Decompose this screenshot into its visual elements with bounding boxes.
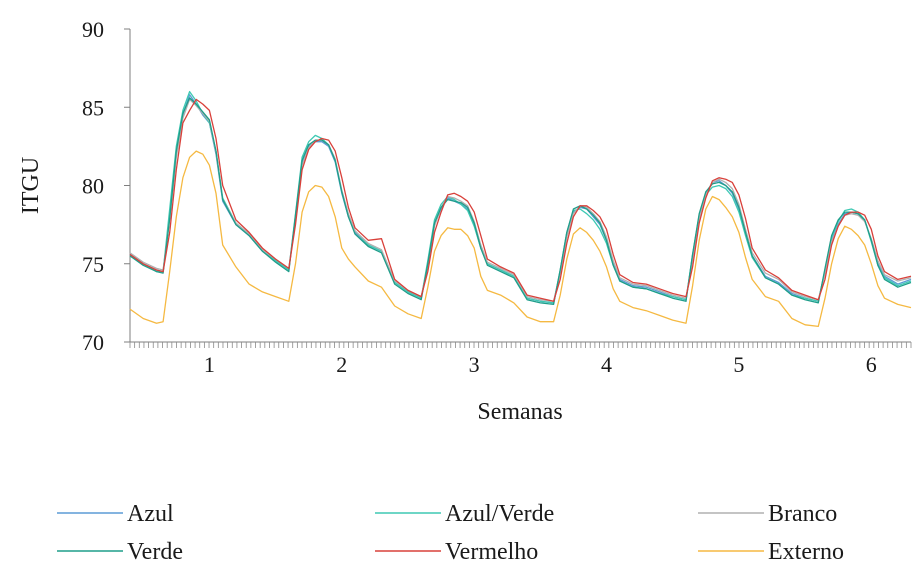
y-tick-label: 70 [82, 330, 104, 355]
x-tick-label: 2 [336, 352, 347, 377]
y-axis-title: ITGU [18, 157, 44, 214]
legend-label-azul: Azul [127, 501, 174, 527]
series-line-verde [129, 97, 912, 306]
series-line-azul-verde [129, 90, 912, 304]
x-axis-title: Semanas [477, 399, 562, 425]
axes-layer [124, 28, 912, 348]
x-tick-label: 1 [204, 352, 215, 377]
legend-label-verde: Verde [127, 539, 183, 565]
y-tick-label: 80 [82, 174, 104, 199]
series-layer [129, 90, 912, 328]
x-tick-label: 5 [733, 352, 744, 377]
series-line-externo [129, 150, 912, 328]
y-tick-label: 90 [82, 17, 104, 42]
y-tick-label: 75 [82, 252, 104, 277]
series-line-vermelho [129, 98, 912, 302]
label-layer: 70 75 80 85 90 1 2 3 4 5 6 Semanas ITGU [18, 17, 877, 425]
legend: Azul Azul/Verde Branco Verde Vermelho Externo [57, 501, 844, 565]
legend-label-azul-verde: Azul/Verde [445, 501, 554, 527]
x-tick-label: 3 [469, 352, 480, 377]
legend-label-vermelho: Vermelho [445, 539, 538, 565]
series-line-branco [129, 98, 912, 302]
x-tick-label: 4 [601, 352, 612, 377]
legend-label-externo: Externo [768, 539, 844, 565]
series-line-azul [129, 94, 912, 304]
y-tick-label: 85 [82, 95, 104, 120]
x-tick-label: 6 [866, 352, 877, 377]
legend-label-branco: Branco [768, 501, 837, 527]
